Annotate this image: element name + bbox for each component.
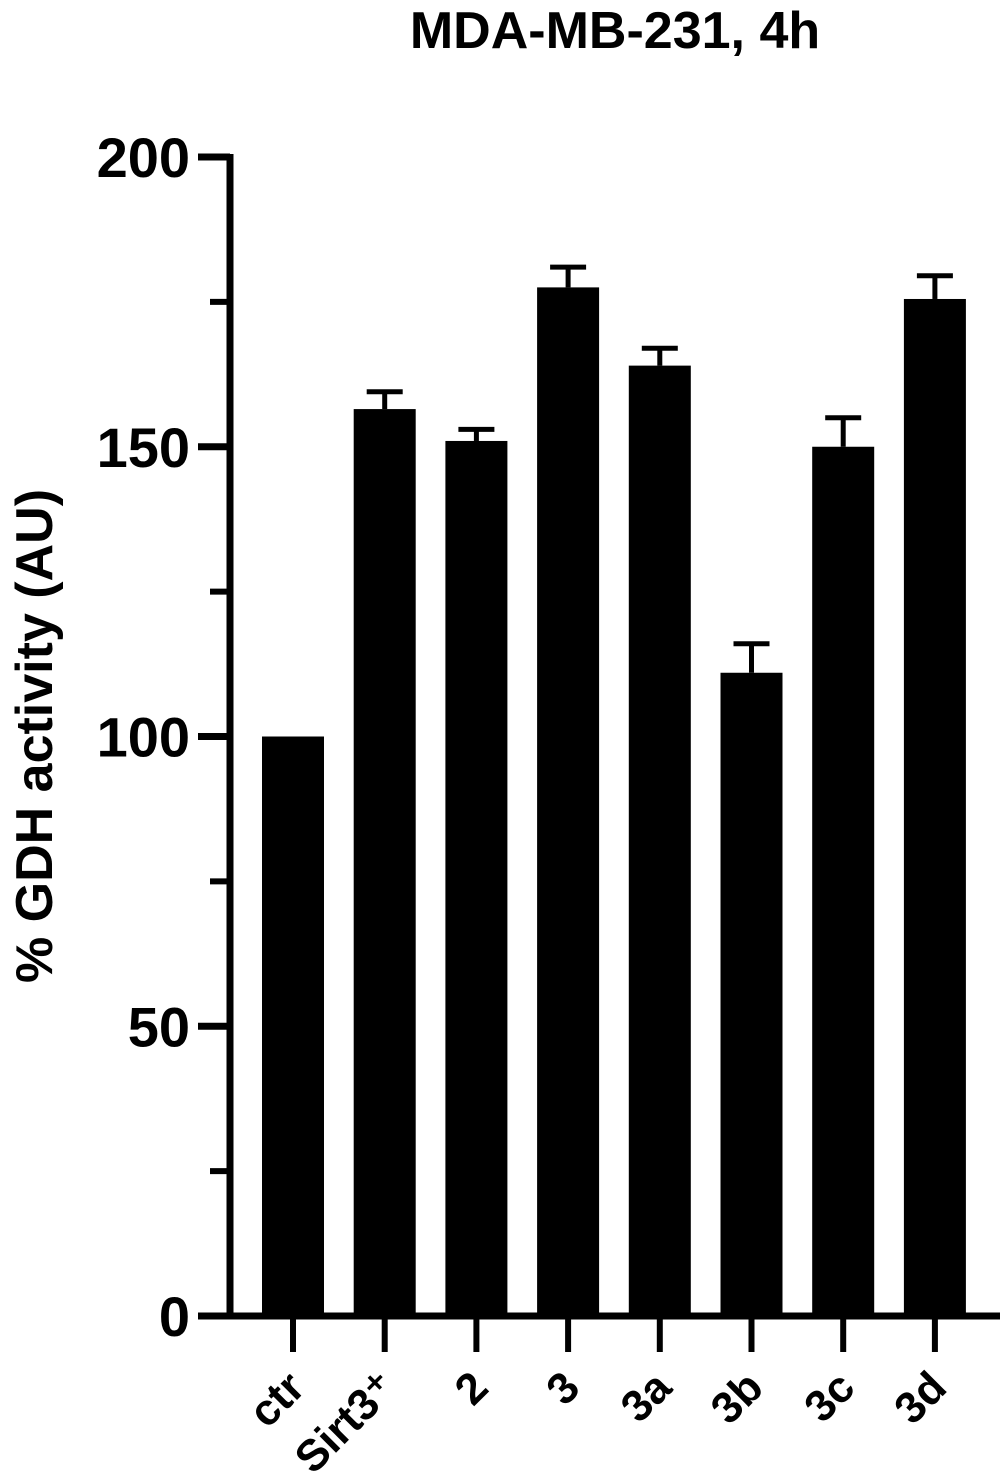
bar-2 <box>445 440 508 1317</box>
bar-7 <box>903 298 966 1316</box>
y-tick-label-3: 150 <box>97 416 190 479</box>
x-tick-label-7: 3d <box>885 1362 956 1433</box>
error-bars-group <box>366 264 953 673</box>
bar-0 <box>262 736 324 1316</box>
x-tick-label-2: 2 <box>446 1362 498 1414</box>
x-tick-label-3: 3 <box>537 1362 589 1414</box>
bar-6 <box>812 446 875 1316</box>
y-tick-label-4: 200 <box>97 126 190 189</box>
y-tick-label-2: 100 <box>97 706 190 769</box>
x-tick-label-4: 3a <box>612 1362 682 1432</box>
bar-5 <box>720 672 783 1316</box>
x-tick-label-5: 3b <box>702 1362 773 1433</box>
y-axis-label: % GDH activity (AU) <box>6 489 64 983</box>
x-tick-label-1: Sirt3⁺ <box>286 1362 406 1482</box>
x-tick-label-6: 3c <box>795 1362 864 1431</box>
y-tick-label-0: 0 <box>159 1285 190 1348</box>
x-tick-label-0: ctr <box>240 1362 314 1436</box>
bar-4 <box>628 365 691 1316</box>
bar-3 <box>537 287 600 1317</box>
bars-group <box>262 287 966 1317</box>
chart-title: MDA-MB-231, 4h <box>410 2 820 60</box>
y-tick-label-1: 50 <box>128 995 190 1058</box>
bar-1 <box>353 409 416 1316</box>
